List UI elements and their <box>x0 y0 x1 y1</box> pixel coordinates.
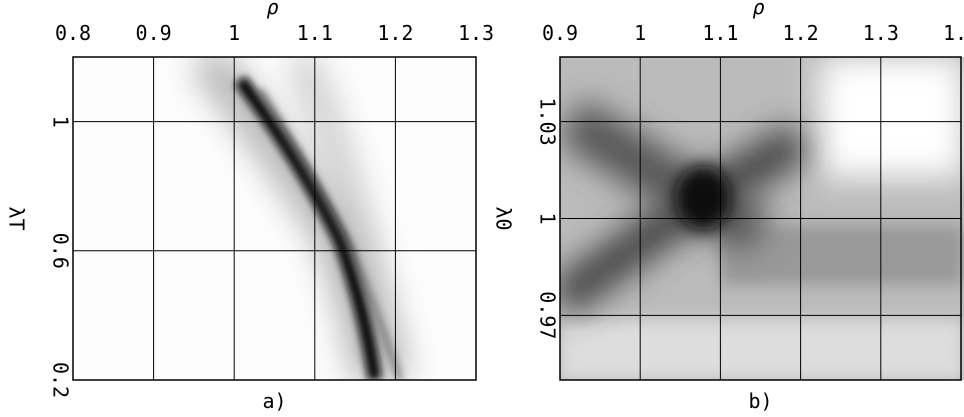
x-tick-label: 1.1 <box>702 21 738 45</box>
x-tick-label: 1 <box>228 21 240 45</box>
y-tick-label: 1 <box>48 116 72 128</box>
x-tick-label: 1.3 <box>863 21 899 45</box>
y-tick-label: 0.6 <box>49 233 73 269</box>
plot-frame <box>559 56 962 381</box>
x-tick-label: 1.2 <box>377 21 413 45</box>
x-tick-label: 1.1 <box>297 21 333 45</box>
x-tick-label: 0.8 <box>55 21 91 45</box>
panel-label: b) <box>748 389 772 413</box>
y-tick-label: 0.2 <box>49 362 73 398</box>
y-tick-label: 0.97 <box>536 291 560 339</box>
x-tick-label: 1.4 <box>943 21 964 45</box>
y-tick-label: 1 <box>536 212 560 224</box>
y-axis-label: λ0 <box>492 206 516 230</box>
x-tick-label: 1.3 <box>458 21 494 45</box>
plot-frame <box>72 56 477 381</box>
x-tick-label: 0.9 <box>542 21 578 45</box>
x-axis-label: ρ <box>266 0 278 19</box>
density-image-a <box>73 57 476 380</box>
x-tick-label: 1 <box>634 21 646 45</box>
y-axis-label: λT <box>5 206 29 230</box>
y-tick-label: 1.03 <box>536 98 560 146</box>
x-tick-label: 0.9 <box>136 21 172 45</box>
x-axis-label: ρ <box>752 0 764 19</box>
x-tick-label: 1.2 <box>783 21 819 45</box>
panel-label: a) <box>262 389 286 413</box>
